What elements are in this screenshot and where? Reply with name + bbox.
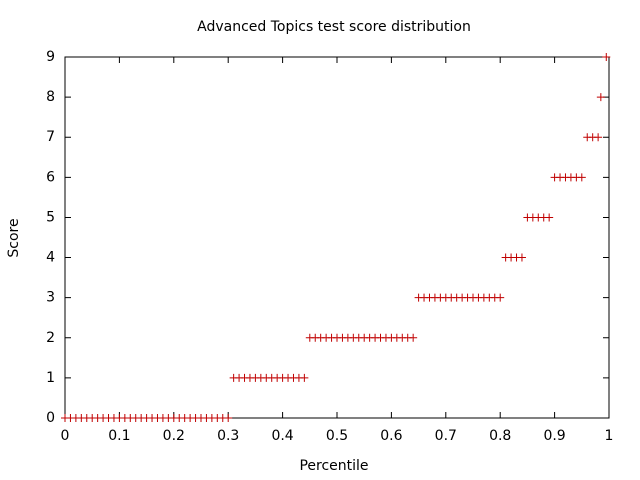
point bbox=[545, 213, 554, 222]
x-tick-label: 0.4 bbox=[271, 428, 293, 444]
y-axis-label: Score bbox=[6, 218, 22, 257]
y-tick-label: 1 bbox=[46, 370, 55, 386]
point bbox=[577, 173, 586, 182]
y-tick-label: 3 bbox=[46, 290, 55, 306]
x-tick-label: 0.2 bbox=[163, 428, 185, 444]
point bbox=[409, 333, 418, 342]
x-tick-label: 0.8 bbox=[489, 428, 511, 444]
point bbox=[602, 53, 611, 61]
y-tick-label: 7 bbox=[46, 129, 55, 145]
point bbox=[594, 133, 603, 142]
y-tick-label: 6 bbox=[46, 169, 55, 185]
x-tick-label: 0.9 bbox=[543, 428, 565, 444]
y-tick-label: 4 bbox=[46, 250, 55, 266]
point bbox=[496, 293, 505, 302]
y-tick-label: 5 bbox=[46, 209, 55, 225]
x-tick-label: 0.6 bbox=[380, 428, 402, 444]
y-tick-label: 9 bbox=[46, 49, 55, 65]
x-tick-label: 0.5 bbox=[326, 428, 348, 444]
plot-border bbox=[64, 56, 610, 419]
chart-title: Advanced Topics test score distribution bbox=[197, 19, 471, 35]
point bbox=[300, 373, 309, 382]
point bbox=[596, 93, 605, 102]
x-tick-label: 0.1 bbox=[108, 428, 130, 444]
y-tick-label: 2 bbox=[46, 330, 55, 346]
x-axis-label: Percentile bbox=[299, 458, 368, 474]
point bbox=[517, 253, 526, 262]
x-tick-label: 1 bbox=[605, 428, 614, 444]
x-tick-label: 0.7 bbox=[435, 428, 457, 444]
y-tick-label: 0 bbox=[46, 410, 55, 426]
y-tick-label: 8 bbox=[46, 89, 55, 105]
x-tick-label: 0.3 bbox=[217, 428, 239, 444]
point bbox=[224, 414, 233, 422]
x-tick-label: 0 bbox=[61, 428, 70, 444]
